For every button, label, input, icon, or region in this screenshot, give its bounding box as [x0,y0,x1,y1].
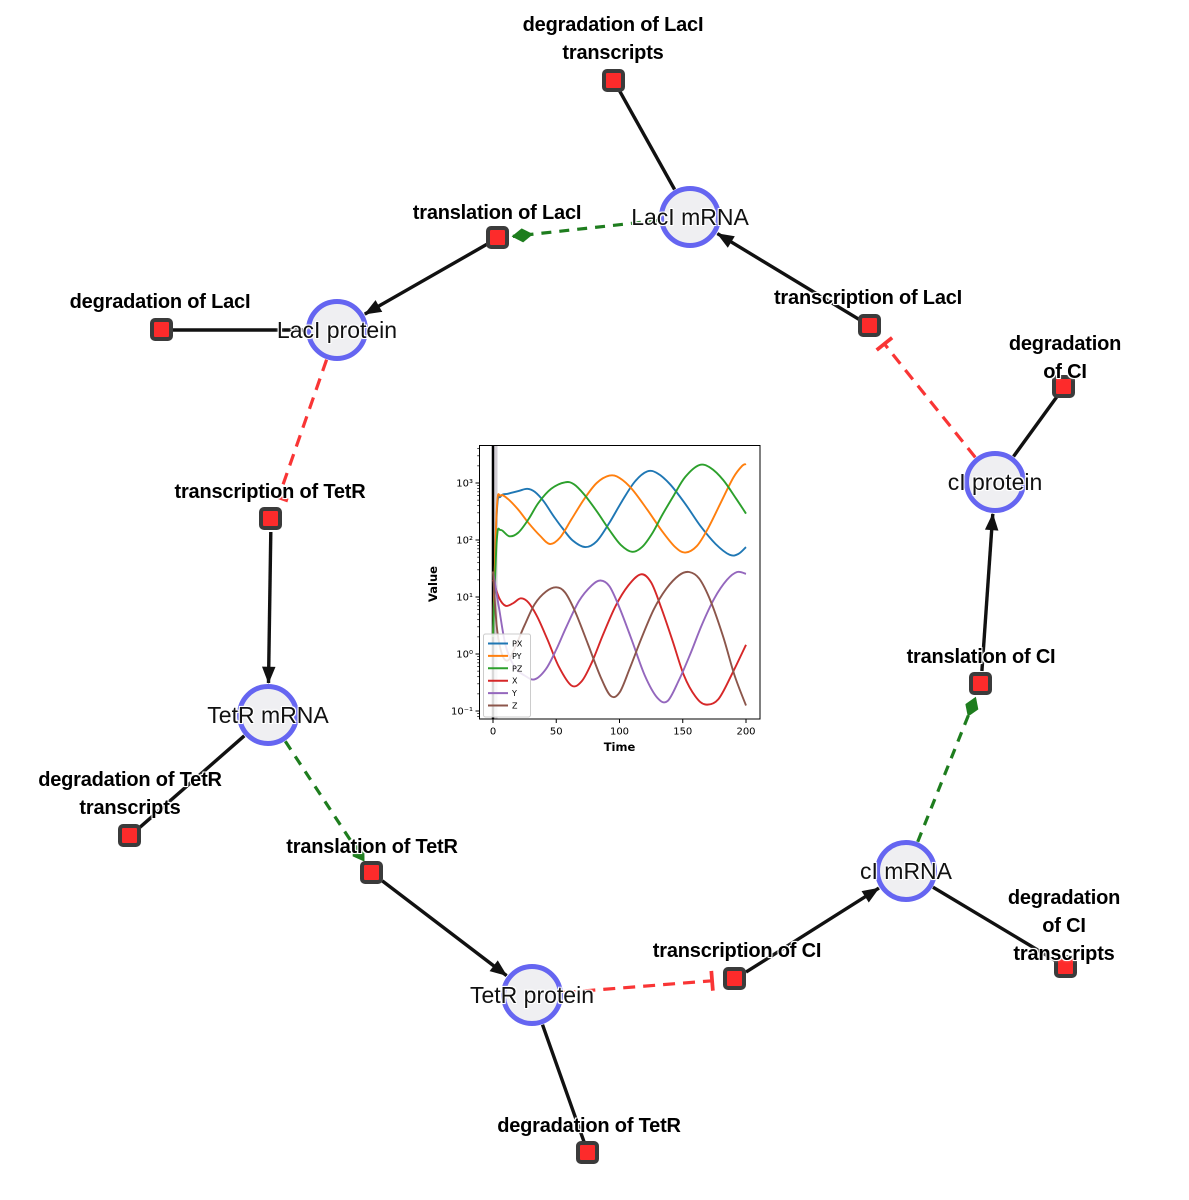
y-tick-label: 10⁻¹ [451,707,473,718]
x-tick-label: 200 [736,727,755,738]
species-label-laci_protein: LacI protein [276,317,398,343]
edge-consumption-tetr_protein-deg_tetr [540,1024,586,1144]
edge-inhibition-ci_protein-txn_laci [875,336,977,459]
species-label-ci_protein: cI protein [947,469,1043,495]
series-line-PX [492,469,747,637]
edge-consumption-tetr_mrna-deg_tetr_tx [137,734,246,830]
species-node-laci_protein[interactable] [306,299,368,361]
edge-activation-laci_mrna-tln_laci [511,218,659,243]
x-tick-label: 0 [490,727,496,738]
simulation-inset-chart: 10⁻¹ 10⁰ 10¹ 10² 10³ 0 50 100 150 200 PX PY PZ XYZ Ti… [426,445,761,754]
edge-inhibition-laci_protein-txn_tetr [268,359,329,503]
legend-label-Y: Y [511,689,517,698]
reaction-label-deg_tetr_tx: degradation of TetR transcripts [38,769,222,819]
y-tick-label: 10² [456,536,473,547]
reaction-label-tln_ci: translation of CI [906,646,1056,668]
reaction-label-deg_laci: degradation of LacI [69,291,251,313]
species-node-tetr_mrna[interactable] [237,684,299,746]
edge-production-txn_tetr-tetr_mrna [261,531,276,684]
species-node-ci_mrna[interactable] [875,840,937,902]
legend-label-X: X [512,677,518,686]
legend-label-PZ: PZ [512,664,523,673]
edge-production-tln_ci-ci_protein [980,513,999,672]
reaction-node-txn_tetr[interactable] [259,507,282,530]
reaction-label-txn_laci: transcription of LacI [773,287,963,309]
y-tick-label: 10⁰ [456,650,473,661]
reaction-label-deg_laci_tx: degradation of LacI transcripts [522,14,704,64]
edge-activation-tetr_mrna-tln_tetr [283,740,366,862]
legend-label-PX: PX [512,640,523,649]
edge-activation-ci_mrna-tln_ci [916,696,979,843]
edge-production-txn_laci-laci_mrna [716,232,860,321]
edge-consumption-ci_mrna-deg_ci_tx [932,885,1058,963]
series-line-PZ [492,463,747,637]
species-node-laci_mrna[interactable] [659,186,721,248]
series-line-PY [492,463,747,637]
reaction-node-deg_laci_tx[interactable] [602,69,625,92]
reaction-label-txn_tetr: transcription of TetR [174,481,366,503]
y-tick-label: 10¹ [456,593,473,604]
reaction-label-deg_tetr: degradation of TetR [497,1115,681,1137]
legend-label-PY: PY [512,652,522,661]
species-label-tetr_protein: TetR protein [469,982,595,1008]
reaction-label-tln_laci: translation of LacI [412,202,582,224]
edge-consumption-laci_mrna-deg_laci_tx [617,89,677,191]
reaction-node-deg_laci[interactable] [150,318,173,341]
reaction-label-deg_ci_tx: degradation of CI transcripts [1007,887,1121,965]
species-label-laci_mrna: LacI mRNA [631,204,749,230]
edge-inhibition-tetr_protein-txn_ci [563,970,715,995]
edge-production-tln_tetr-tetr_protein [381,879,508,977]
species-node-ci_protein[interactable] [964,451,1026,513]
series-line-X [492,573,747,706]
edge-production-txn_ci-ci_mrna [745,886,880,974]
reaction-node-deg_tetr_tx[interactable] [118,824,141,847]
reaction-node-tln_tetr[interactable] [360,861,383,884]
reaction-node-tln_laci[interactable] [486,226,509,249]
chart-y-axis-label: Value [426,566,440,602]
reaction-node-txn_laci[interactable] [858,314,881,337]
chart-x-axis-label: Time [604,740,636,754]
reaction-label-txn_ci: transcription of CI [652,940,822,962]
reaction-node-deg_tetr[interactable] [576,1141,599,1164]
edge-production-tln_laci-laci_protein [363,242,488,316]
edge-consumption-ci_protein-deg_ci [1012,394,1059,458]
reaction-node-deg_ci[interactable] [1052,375,1075,398]
reaction-node-deg_ci_tx[interactable] [1054,955,1077,978]
x-tick-label: 150 [673,727,692,738]
x-tick-label: 100 [610,727,629,738]
x-tick-label: 50 [550,727,563,738]
legend-box [483,633,531,718]
species-label-tetr_mrna: TetR mRNA [207,702,329,728]
reaction-node-txn_ci[interactable] [723,967,746,990]
reaction-node-tln_ci[interactable] [969,672,992,695]
reaction-label-tln_tetr: translation of TetR [286,836,458,858]
reaction-label-deg_ci: degradation of CI [1008,333,1122,383]
species-label-ci_mrna: cI mRNA [860,858,952,884]
y-tick-label: 10³ [456,479,473,490]
legend-label-Z: Z [512,702,518,711]
species-node-tetr_protein[interactable] [501,964,563,1026]
